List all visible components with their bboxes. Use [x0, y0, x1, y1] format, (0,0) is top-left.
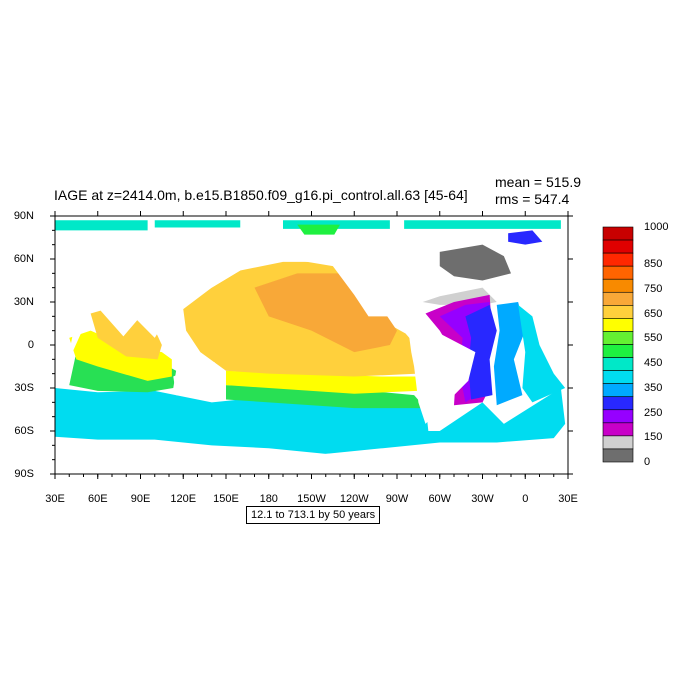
lon-label: 60E [87, 493, 108, 505]
lon-label: 180 [259, 493, 278, 505]
ocean-region-south-pac-green [226, 385, 426, 409]
land-africa [55, 294, 84, 388]
colorbar-label: 1000 [644, 221, 669, 233]
colorbar-label: 350 [644, 381, 663, 394]
colorbar-box [602, 252, 634, 267]
lon-label: 60W [428, 493, 452, 505]
colorbar-box [602, 396, 634, 411]
colorbar-box [602, 409, 634, 424]
land-antarctica [55, 442, 568, 474]
lon-label: 150E [213, 493, 239, 505]
lon-label: 90E [130, 493, 151, 505]
colorbar-box [602, 305, 634, 319]
lon-label: 30E [45, 493, 65, 505]
colorbar-box [602, 331, 634, 345]
ocean-region-arctic-cap-4 [404, 220, 561, 229]
colorbar-label: 850 [644, 258, 663, 271]
lat-label: 30S [14, 382, 34, 394]
colorbar-label: 0 [644, 456, 651, 468]
colorbar-box [602, 370, 634, 384]
lon-label: 90W [385, 493, 409, 505]
ocean-region-south-pac-yellow [226, 370, 419, 394]
colorbar-box [602, 278, 634, 293]
lat-label: 60S [14, 425, 34, 437]
lat-label: 60N [13, 253, 34, 265]
lon-label: 150W [297, 493, 326, 505]
mean-stat: mean = 515.9 [495, 174, 582, 190]
ocean-region-arctic-cap-2 [154, 220, 241, 228]
lon-label: 0 [522, 493, 529, 505]
ocean-region-atlantic-east [518, 304, 566, 403]
ocean-region-southern-ocean [55, 388, 566, 454]
ocean-region-nordic-blue [508, 230, 543, 245]
colorbar-box [602, 291, 634, 306]
rms-stat: rms = 547.4 [495, 191, 570, 207]
colorbar-box [602, 265, 634, 280]
colorbar-box [602, 344, 634, 358]
colorbar-box [602, 318, 634, 332]
colorbar-box [602, 239, 634, 254]
colorbar-label: 650 [644, 307, 663, 320]
colorbar-label: 450 [644, 357, 663, 370]
lat-label: 90S [14, 468, 34, 480]
ocean-region-indian-yellow [69, 330, 172, 381]
land-north-america [283, 244, 447, 317]
plot-title: IAGE at z=2414.0m, b.e15.B1850.f09_g16.p… [54, 187, 468, 203]
land-asia [97, 244, 262, 338]
colorbar-label: 550 [644, 332, 663, 345]
colorbar-box [602, 435, 634, 450]
ocean-region-atlantic-blue [465, 304, 497, 400]
colorbar-label: 750 [644, 282, 663, 295]
lat-label: 90N [13, 210, 34, 222]
ocean-region-arctic-green [297, 224, 340, 235]
colorbar-box [602, 357, 634, 371]
colorbar-label: 250 [644, 406, 663, 419]
lat-label: 0 [27, 339, 34, 351]
colorbar-box [602, 422, 634, 437]
lon-label: 30W [471, 493, 494, 505]
land-europe [511, 244, 568, 291]
lon-label: 120W [339, 493, 369, 505]
ocean-region-greenland-dark [439, 244, 511, 281]
ocean-region-atlantic-cyan [493, 302, 526, 406]
colorbar-box [602, 226, 634, 241]
colorbar-box [602, 448, 634, 463]
lat-label: 30N [13, 296, 34, 308]
land-australia [173, 362, 226, 400]
colorbar-label: 150 [644, 431, 663, 444]
colorbar-box [602, 383, 634, 398]
lon-label: 30E [558, 493, 578, 505]
lon-label: 120E [170, 493, 197, 505]
contour-range-box: 12.1 to 713.1 by 50 years [246, 506, 381, 524]
ocean-region-arctic-cap [55, 220, 148, 231]
land-south-america [408, 330, 476, 424]
